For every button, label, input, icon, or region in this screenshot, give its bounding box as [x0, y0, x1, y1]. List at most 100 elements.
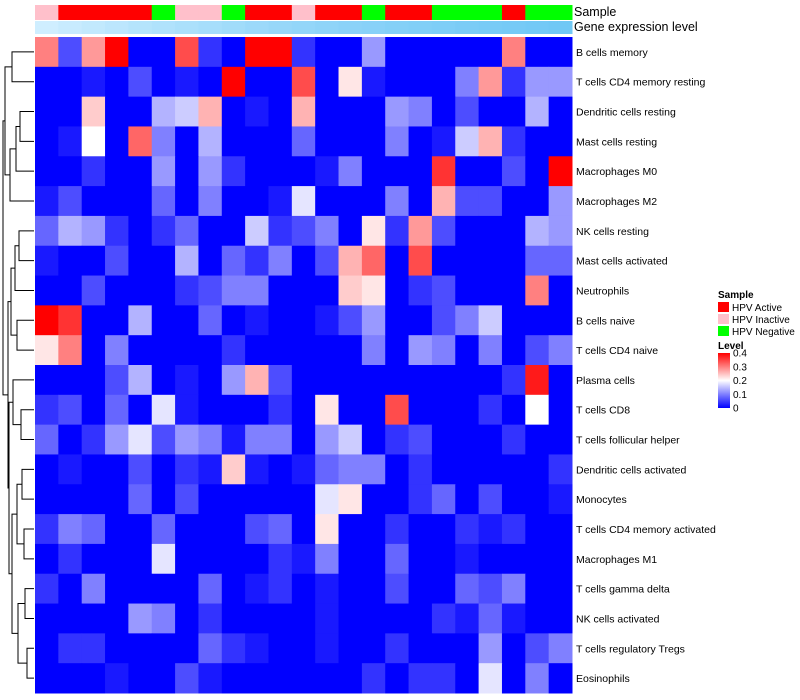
- heatmap-cell: [198, 633, 223, 664]
- row-label: T cells follicular helper: [576, 435, 680, 447]
- heatmap-cell: [315, 275, 340, 306]
- heatmap-cell: [361, 543, 386, 575]
- heatmap-cell: [128, 156, 153, 187]
- heatmap-cell: [128, 663, 153, 694]
- heatmap-cell: [268, 454, 293, 485]
- heatmap-cell: [431, 156, 456, 187]
- heatmap-cell: [35, 603, 59, 634]
- heatmap-cell: [478, 215, 503, 247]
- heatmap-cell: [35, 186, 59, 217]
- heatmap-cell: [245, 663, 269, 694]
- heatmap-cell: [501, 454, 526, 485]
- row-label: Dendritic cells activated: [576, 464, 686, 476]
- heatmap-cell: [128, 424, 153, 455]
- sample-annotation-cell: [525, 5, 550, 20]
- heatmap-cell: [198, 424, 223, 455]
- heatmap-cell: [455, 37, 480, 68]
- heatmap-cell: [385, 186, 410, 217]
- sample-annotation-cell: [431, 5, 456, 20]
- heatmap-cell: [478, 335, 503, 366]
- heatmap-cell: [128, 245, 153, 277]
- heatmap-cell: [198, 305, 223, 336]
- heatmap-cell: [338, 633, 363, 664]
- heatmap-cell: [385, 454, 410, 485]
- heatmap-cell: [338, 454, 363, 485]
- row-label: T cells CD4 naive: [576, 345, 658, 357]
- sample-annotation-cell: [548, 5, 573, 20]
- heatmap-cell: [338, 245, 363, 277]
- heatmap-cell: [221, 394, 246, 426]
- heatmap-cell: [315, 245, 340, 277]
- heatmap-cell: [525, 245, 550, 277]
- heatmap-cell: [128, 573, 153, 605]
- heatmap-cell: [361, 66, 386, 98]
- heatmap-cell: [35, 156, 59, 187]
- heatmap-cell: [105, 66, 129, 98]
- heatmap-cell: [408, 305, 433, 336]
- heatmap-cell: [291, 663, 316, 694]
- heatmap-cell: [198, 394, 223, 426]
- heatmap-cell: [501, 96, 526, 127]
- heatmap-cell: [291, 573, 316, 605]
- heatmap-cell: [35, 573, 59, 605]
- row-label: B cells naive: [576, 315, 635, 327]
- heatmap-cell: [315, 424, 340, 455]
- heatmap-cell: [35, 275, 59, 306]
- heatmap-cell: [501, 603, 526, 634]
- heatmap-cell: [58, 37, 83, 68]
- heatmap-cell: [128, 335, 153, 366]
- heatmap-cell: [175, 305, 199, 336]
- heatmap-cell: [431, 335, 456, 366]
- expression-annotation-cell: [525, 21, 550, 34]
- heatmap-cell: [105, 305, 129, 336]
- heatmap-cell: [455, 514, 480, 545]
- heatmap-cell: [291, 454, 316, 485]
- heatmap-cell: [548, 365, 573, 396]
- heatmap-cell: [315, 215, 340, 247]
- heatmap-cell: [431, 454, 456, 485]
- heatmap-cell: [361, 335, 386, 366]
- heatmap-cell: [525, 573, 550, 605]
- heatmap-cell: [315, 335, 340, 366]
- heatmap-cell: [58, 96, 83, 127]
- heatmap-cell: [455, 484, 480, 515]
- heatmap-cell: [408, 335, 433, 366]
- heatmap-cell: [478, 424, 503, 455]
- sample-annotation-cell: [245, 5, 269, 20]
- expression-annotation-track: [35, 21, 573, 34]
- heatmap-cell: [548, 454, 573, 485]
- heatmap-cell: [198, 573, 223, 605]
- heatmap-cell: [291, 245, 316, 277]
- sample-annotation-cell: [151, 5, 176, 20]
- heatmap-cell: [431, 514, 456, 545]
- heatmap-cell: [455, 633, 480, 664]
- heatmap-cell: [548, 126, 573, 157]
- heatmap-cell: [35, 365, 59, 396]
- heatmap-cell: [338, 186, 363, 217]
- dendrogram-branch: [26, 647, 34, 679]
- heatmap-cell: [548, 96, 573, 127]
- dendrogram-branch: [16, 483, 24, 545]
- heatmap-cell: [221, 126, 246, 157]
- heatmap-cell: [385, 305, 410, 336]
- heatmap-cell: [245, 245, 269, 277]
- heatmap-cell: [128, 543, 153, 575]
- heatmap-cell: [291, 186, 316, 217]
- heatmap-cell: [175, 573, 199, 605]
- dendrogram-branch: [16, 319, 34, 351]
- heatmap-cell: [431, 186, 456, 217]
- heatmap-cell: [431, 365, 456, 396]
- heatmap-cell: [81, 186, 106, 217]
- heatmap-cell: [198, 275, 223, 306]
- row-label: Mast cells resting: [576, 136, 657, 148]
- row-label: Dendritic cells resting: [576, 107, 676, 119]
- heatmap-cell: [268, 37, 293, 68]
- heatmap-cell: [291, 215, 316, 247]
- heatmap-cell: [525, 514, 550, 545]
- heatmap-cell: [361, 126, 386, 157]
- level-tick-label: 0.3: [733, 362, 747, 373]
- heatmap-cell: [81, 573, 106, 605]
- heatmap-cell: [81, 394, 106, 426]
- heatmap-cell: [338, 365, 363, 396]
